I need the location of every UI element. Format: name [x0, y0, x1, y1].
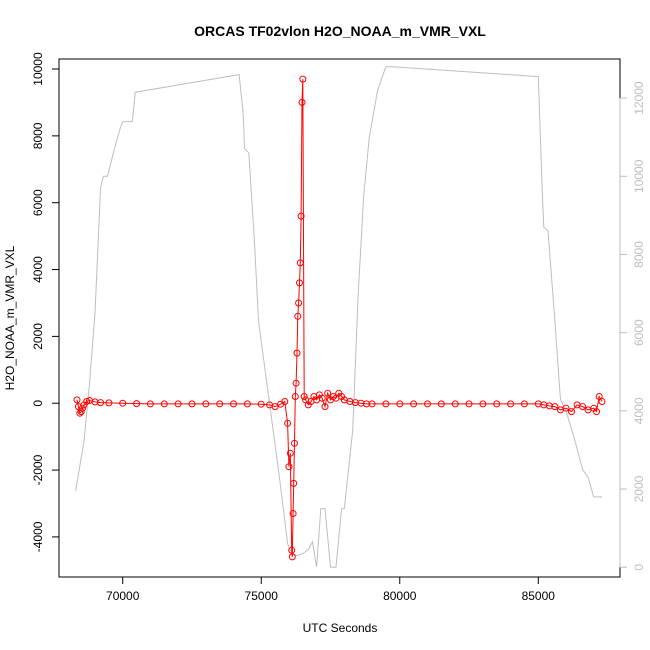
- y2-tick-label: 4000: [632, 397, 646, 424]
- data-point: [294, 312, 302, 320]
- y-axis-right: 0 2000 4000 6000 8000 10000 12000: [619, 81, 646, 571]
- data-point: [202, 400, 210, 408]
- y-tick-label: 6000: [31, 189, 45, 216]
- y2-tick-label: 8000: [632, 241, 646, 268]
- data-point: [437, 400, 445, 408]
- data-point: [291, 393, 299, 400]
- x-tick-label: 70000: [106, 589, 140, 603]
- data-point: [479, 400, 487, 408]
- data-point: [281, 398, 289, 405]
- data-point: [296, 279, 303, 287]
- data-point: [297, 212, 305, 220]
- data-point: [368, 400, 376, 408]
- data-point: [593, 408, 600, 416]
- x-axis-label: UTC Seconds: [303, 621, 378, 635]
- data-point: [286, 449, 294, 457]
- data-point: [257, 400, 265, 408]
- y-tick-label: 4000: [31, 256, 45, 283]
- data-point: [562, 404, 570, 412]
- data-point: [73, 396, 81, 404]
- data-point: [79, 404, 86, 412]
- data-point: [119, 399, 127, 407]
- data-point: [321, 403, 329, 411]
- data-point: [295, 299, 303, 307]
- data-point: [160, 400, 168, 408]
- y-tick-label: 8000: [31, 122, 45, 149]
- data-point: [598, 398, 606, 405]
- primary-series-line: [76, 79, 603, 557]
- data-point: [289, 510, 297, 517]
- data-point: [97, 399, 105, 407]
- data-point: [551, 403, 559, 411]
- data-point: [465, 400, 473, 408]
- data-point: [288, 553, 296, 561]
- x-tick-label: 80000: [383, 589, 417, 603]
- data-point: [396, 400, 404, 408]
- data-point: [424, 400, 431, 408]
- y2-tick-label: 10000: [632, 159, 646, 193]
- data-point: [292, 379, 300, 387]
- data-point: [579, 403, 587, 411]
- data-point: [216, 400, 224, 408]
- data-point: [299, 75, 307, 83]
- data-point: [146, 400, 154, 408]
- data-point: [230, 400, 237, 408]
- y-tick-label: 0: [31, 400, 45, 407]
- data-point: [290, 479, 298, 487]
- x-tick-label: 75000: [245, 589, 279, 603]
- data-point: [174, 400, 182, 408]
- data-point: [293, 349, 301, 357]
- chart-title: ORCAS TF02vlon H2O_NOAA_m_VMR_VXL: [194, 23, 486, 39]
- y-tick-label: 2000: [31, 323, 45, 350]
- data-point: [291, 439, 298, 447]
- data-point: [410, 400, 418, 408]
- y2-tick-label: 12000: [632, 81, 646, 115]
- data-point: [188, 400, 196, 408]
- y2-tick-label: 2000: [632, 475, 646, 502]
- y-tick-label: -4000: [31, 521, 45, 552]
- data-point: [568, 408, 575, 416]
- x-tick-label: 85000: [522, 589, 556, 603]
- y-tick-label: 10000: [31, 52, 45, 86]
- data-point: [318, 394, 326, 402]
- secondary-series-line: [75, 66, 602, 568]
- y-tick-label: -2000: [31, 454, 45, 485]
- data-point: [284, 419, 292, 427]
- x-axis: 70000 75000 80000 85000: [106, 576, 556, 603]
- primary-series-group: [73, 75, 606, 561]
- data-point: [382, 400, 390, 408]
- data-point: [133, 400, 141, 408]
- data-point: [298, 98, 306, 106]
- data-point: [520, 400, 528, 408]
- data-point: [243, 400, 251, 408]
- data-point: [288, 546, 296, 554]
- data-point: [493, 400, 501, 408]
- y2-tick-label: 0: [632, 564, 646, 571]
- y-axis-left: -4000 -2000 0 2000 4000 6000 8000 10000: [31, 52, 60, 552]
- data-point: [77, 408, 85, 416]
- secondary-series-line-group: [75, 66, 602, 568]
- data-point: [507, 400, 515, 408]
- y2-tick-label: 6000: [632, 319, 646, 346]
- y-axis-label: H2O_NOAA_m_VMR_VXL: [3, 245, 17, 390]
- data-point: [105, 399, 113, 407]
- data-point: [285, 463, 293, 471]
- data-point: [300, 393, 308, 400]
- data-point: [451, 400, 459, 408]
- data-point: [296, 259, 304, 267]
- data-point: [324, 389, 332, 397]
